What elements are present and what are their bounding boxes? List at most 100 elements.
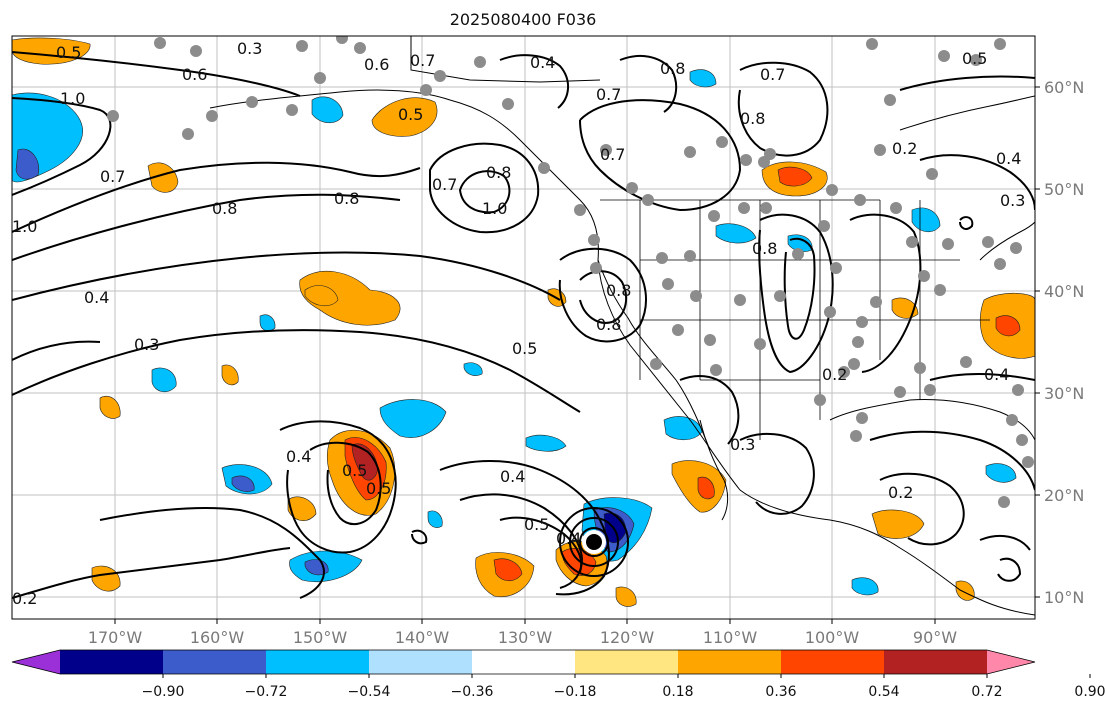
lat-tick-label: 50°N	[1044, 180, 1084, 199]
anomaly-neg-150w	[311, 96, 344, 124]
colorbar-cell	[472, 650, 576, 674]
lon-tick-label: 130°W	[498, 628, 553, 647]
colorbar: −0.90 −0.72 −0.54 −0.36 −0.18 0.18 0.36 0.54 0.7…	[11, 649, 1105, 700]
station-marker	[774, 290, 786, 302]
station-marker	[154, 37, 166, 49]
axis-ticks	[114, 86, 1040, 624]
station-marker	[760, 202, 772, 214]
station-marker	[704, 334, 716, 346]
lon-tick-label: 160°W	[190, 628, 245, 647]
station-marker	[814, 394, 826, 406]
anomaly-pos-40n-cent	[304, 285, 339, 307]
contour-label: 0.3	[237, 39, 262, 58]
station-marker	[924, 384, 936, 396]
contour-label: 0.2	[888, 483, 913, 502]
anomaly-pos-30n-left	[99, 396, 121, 419]
contour-label: 0.5	[962, 49, 987, 68]
colorbar-tick-label: −0.18	[554, 684, 597, 700]
anomaly-pos-hurr-w2	[287, 496, 317, 521]
station-marker	[1012, 384, 1024, 396]
colorbar-tick-label: −0.54	[348, 684, 391, 700]
colorbar-tick-label: −0.36	[451, 684, 494, 700]
anomaly-neg-carib	[851, 577, 879, 596]
contour-label: 0.4	[530, 53, 555, 72]
station-marker	[650, 358, 662, 370]
station-marker	[852, 336, 864, 348]
station-marker	[1016, 434, 1028, 446]
anomaly-pos-east-core	[995, 315, 1021, 337]
anomaly-pos-lower-mid	[615, 586, 637, 607]
station-marker	[716, 136, 728, 148]
contour-label: 0.8	[752, 239, 777, 258]
contour-label: 0.5	[524, 515, 549, 534]
station-marker	[914, 362, 926, 374]
anomaly-neg-small-1	[259, 314, 276, 332]
station-marker	[734, 294, 746, 306]
colorbar-cell	[575, 650, 679, 674]
station-marker	[502, 98, 514, 110]
anomaly-pos-storm-left-core	[493, 558, 523, 582]
contour-label: 0.5	[56, 43, 81, 62]
colorbar-tick-label: −0.72	[245, 684, 288, 700]
storm-center-marker	[586, 534, 602, 550]
anomaly-neg-gulf-e	[985, 463, 1017, 483]
station-marker	[354, 42, 366, 54]
contour-label: 0.3	[1000, 191, 1025, 210]
station-marker	[656, 252, 668, 264]
contour-label: 1.0	[60, 89, 85, 108]
contour-label: 0.4	[984, 365, 1009, 384]
anomaly-pos-canada-core	[777, 166, 813, 187]
map-frame	[11, 35, 1036, 620]
colorbar-cell	[163, 650, 267, 674]
station-marker	[792, 248, 804, 260]
station-marker	[884, 94, 896, 106]
station-marker	[764, 148, 776, 160]
station-marker	[994, 258, 1006, 270]
colorbar-cell	[60, 650, 164, 674]
station-marker	[684, 250, 696, 262]
lon-tick-label: 150°W	[293, 628, 348, 647]
station-marker	[854, 194, 866, 206]
colorbar-over	[987, 650, 1035, 674]
station-marker	[314, 72, 326, 84]
station-marker	[894, 386, 906, 398]
station-marker	[684, 146, 696, 158]
station-marker	[738, 202, 750, 214]
station-marker	[856, 316, 868, 328]
colorbar-tick-label: 0.54	[868, 684, 899, 700]
contour-label: 0.6	[182, 65, 207, 84]
latitude-labels: 60°N 50°N 40°N 30°N 20°N 10°N	[1044, 78, 1084, 607]
station-marker	[182, 128, 194, 140]
contour-labels: 0.5 0.3 0.6 0.6 0.7 0.4 0.7 0.8 0.7 1.0 …	[12, 39, 1025, 608]
contour-lines	[12, 51, 1035, 599]
anomaly-neg-mid	[379, 399, 447, 438]
anomaly-gulf-ak	[371, 97, 438, 137]
contour-label: 0.8	[740, 109, 765, 128]
contour-label: 0.7	[410, 51, 435, 70]
station-marker	[926, 168, 938, 180]
anomaly-pos-160w	[147, 162, 179, 193]
contour-label: 0.2	[892, 139, 917, 158]
contour-label: 0.8	[660, 59, 685, 78]
station-marker	[906, 236, 918, 248]
station-marker	[934, 284, 946, 296]
colorbar-tick-label: 0.72	[971, 684, 1002, 700]
contour-label: 0.8	[606, 281, 631, 300]
contour-label: 0.5	[398, 105, 423, 124]
station-marker	[1022, 456, 1034, 468]
station-marker	[918, 270, 930, 282]
station-marker	[574, 204, 586, 216]
station-marker	[600, 144, 612, 156]
colorbar-outline	[11, 649, 1036, 675]
contour-label: 0.4	[556, 529, 581, 548]
lat-tick-label: 60°N	[1044, 78, 1084, 97]
contour-label: 0.2	[822, 365, 847, 384]
station-marker	[690, 290, 702, 302]
contour-label: 0.5	[366, 479, 391, 498]
contour-label: 0.7	[432, 175, 457, 194]
colorbar-tick-label: −0.90	[142, 684, 185, 700]
station-marker	[590, 262, 602, 274]
station-markers	[107, 36, 1034, 508]
anomaly-neg-small-3	[463, 362, 483, 376]
